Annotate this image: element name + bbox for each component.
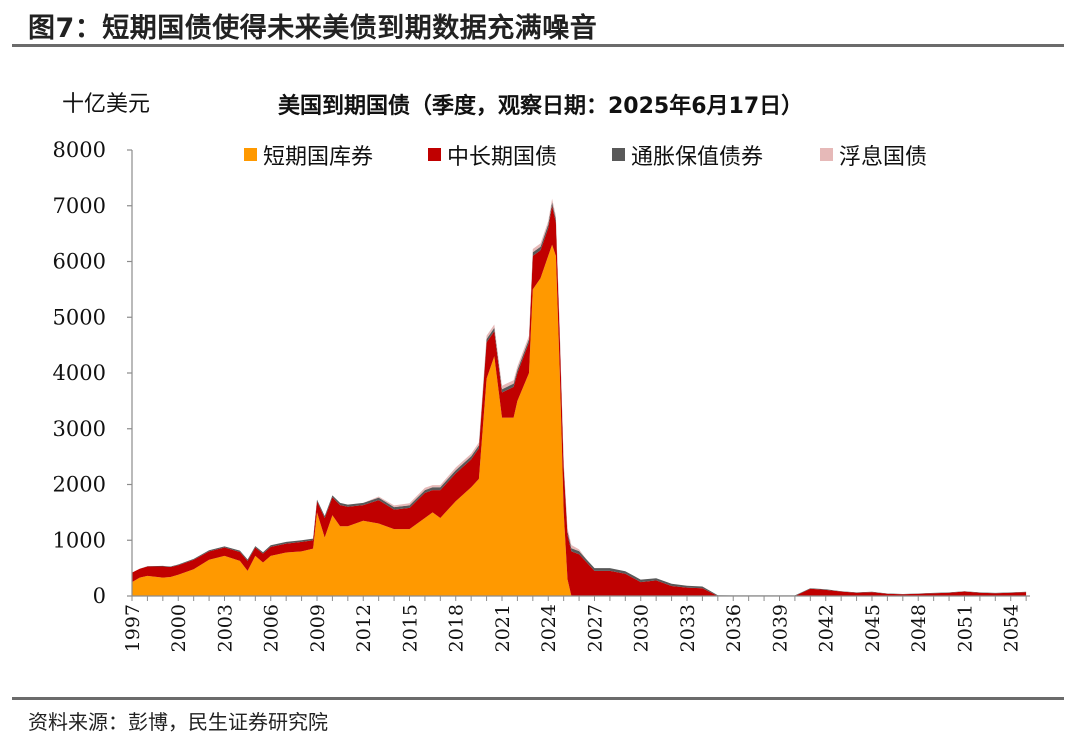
x-tick-label: 2048 — [908, 604, 930, 652]
legend-swatch-notes-bonds — [428, 148, 441, 161]
x-tick-label: 2009 — [307, 604, 329, 652]
legend-label-tips: 通胀保值债券 — [631, 145, 763, 170]
x-tick-label: 2003 — [214, 604, 236, 652]
top-divider — [12, 44, 1064, 47]
x-tick-label: 2054 — [1001, 604, 1023, 652]
area-frn — [132, 198, 1027, 596]
x-tick-label: 2012 — [353, 604, 375, 652]
y-tick-label: 4000 — [53, 361, 106, 385]
y-tick-label: 8000 — [53, 138, 106, 162]
area-notes-bonds — [132, 205, 1027, 597]
x-tick-label: 2045 — [862, 604, 884, 652]
x-tick-label: 2027 — [584, 604, 606, 652]
legend-label-frn: 浮息国债 — [839, 145, 927, 170]
bottom-divider — [12, 697, 1064, 700]
axes — [127, 149, 1030, 601]
area-tips — [132, 202, 1027, 596]
x-tick-label: 2018 — [446, 604, 468, 652]
y-tick-label: 7000 — [53, 194, 106, 218]
x-tick-label: 2021 — [492, 604, 514, 652]
legend-label-bills: 短期国库券 — [263, 145, 373, 170]
figure-title: 图7：短期国债使得未来美债到期数据充满噪音 — [28, 13, 598, 44]
legend-swatch-frn — [820, 148, 833, 161]
y-tick-label: 1000 — [53, 528, 106, 552]
source-note: 资料来源：彭博，民生证券研究院 — [28, 710, 328, 734]
x-tick-label: 2039 — [769, 604, 791, 652]
x-tick-label: 2015 — [399, 604, 421, 652]
x-tick-label: 1997 — [122, 604, 144, 652]
y-tick-label: 3000 — [53, 417, 106, 441]
area-bills — [132, 244, 1027, 597]
series-areas — [132, 198, 1027, 597]
x-tick-label: 2024 — [538, 604, 560, 652]
legend-swatch-bills — [244, 148, 257, 161]
x-tick-labels: 1997 2000 2003 2006 2009 2012 2015 2018 2021 2024… — [122, 604, 1023, 652]
x-tick-label: 2033 — [677, 604, 699, 652]
y-axis-unit-label: 十亿美元 — [62, 92, 151, 117]
legend: 短期国库券 中长期国债 通胀保值债券 浮息国债 — [244, 145, 927, 170]
y-tick-labels: 0 1000 2000 3000 4000 5000 6000 7000 8000 — [53, 138, 106, 608]
legend-label-notes-bonds: 中长期国债 — [447, 145, 557, 170]
x-tick-label: 2036 — [723, 604, 745, 652]
x-tick-label: 2000 — [168, 604, 190, 652]
x-tick-label: 2051 — [954, 604, 976, 652]
x-tick-label: 2006 — [261, 604, 283, 652]
y-tick-label: 0 — [93, 584, 106, 608]
y-tick-label: 6000 — [53, 250, 106, 274]
x-tick-label: 2030 — [631, 604, 653, 652]
x-tick-label: 2042 — [816, 604, 838, 652]
y-tick-label: 5000 — [53, 305, 106, 329]
y-tick-label: 2000 — [53, 473, 106, 497]
chart-title: 美国到期国债（季度，观察日期：2025年6月17日） — [278, 94, 804, 119]
legend-swatch-tips — [612, 148, 625, 161]
